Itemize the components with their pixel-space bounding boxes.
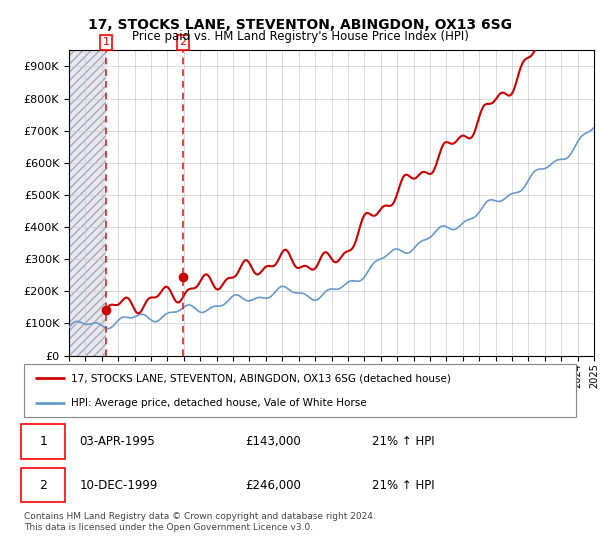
- Text: 2: 2: [40, 479, 47, 492]
- Text: 17, STOCKS LANE, STEVENTON, ABINGDON, OX13 6SG: 17, STOCKS LANE, STEVENTON, ABINGDON, OX…: [88, 18, 512, 32]
- Text: 10-DEC-1999: 10-DEC-1999: [79, 479, 158, 492]
- FancyBboxPatch shape: [21, 468, 65, 502]
- Text: Price paid vs. HM Land Registry's House Price Index (HPI): Price paid vs. HM Land Registry's House …: [131, 30, 469, 43]
- FancyBboxPatch shape: [24, 364, 576, 417]
- Text: Contains HM Land Registry data © Crown copyright and database right 2024.
This d: Contains HM Land Registry data © Crown c…: [24, 512, 376, 532]
- Text: 03-APR-1995: 03-APR-1995: [79, 435, 155, 448]
- Text: 17, STOCKS LANE, STEVENTON, ABINGDON, OX13 6SG (detached house): 17, STOCKS LANE, STEVENTON, ABINGDON, OX…: [71, 374, 451, 384]
- Bar: [69, 50, 106, 356]
- Text: £143,000: £143,000: [245, 435, 301, 448]
- Text: 21% ↑ HPI: 21% ↑ HPI: [372, 435, 434, 448]
- Text: £246,000: £246,000: [245, 479, 301, 492]
- Text: 1: 1: [40, 435, 47, 448]
- Text: HPI: Average price, detached house, Vale of White Horse: HPI: Average price, detached house, Vale…: [71, 398, 367, 408]
- Text: 21% ↑ HPI: 21% ↑ HPI: [372, 479, 434, 492]
- FancyBboxPatch shape: [21, 424, 65, 459]
- Text: 2: 2: [179, 38, 187, 48]
- Text: 1: 1: [103, 38, 109, 48]
